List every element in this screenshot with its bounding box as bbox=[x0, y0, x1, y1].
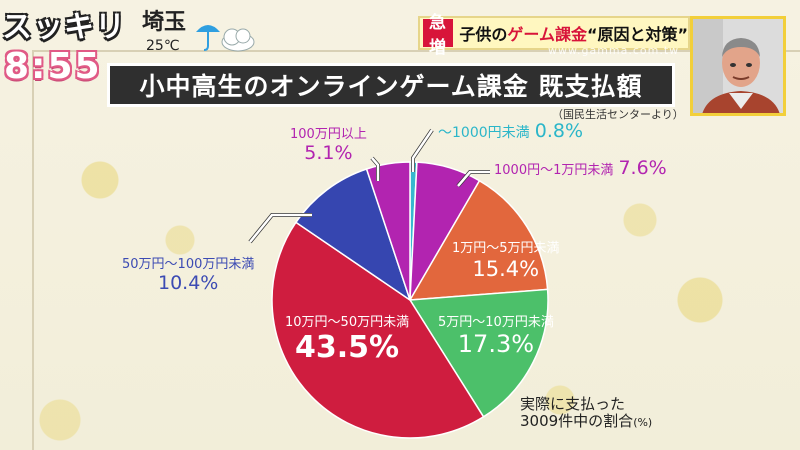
weather-location: 埼玉 bbox=[142, 10, 187, 35]
label-10man-50man-value: 43.5% bbox=[295, 329, 400, 365]
show-logo: スッキリ bbox=[2, 10, 126, 45]
chart-source: （国民生活センターより） bbox=[552, 108, 684, 121]
pie-slice-3 bbox=[408, 288, 549, 418]
label-10man-50man: 10万円～50万円未満 43.5% bbox=[285, 315, 410, 365]
chart-note: 実際に支払った 3009件中の割合(%) bbox=[520, 395, 652, 431]
headline-part-1: 子供の bbox=[459, 25, 508, 44]
label-1000-10000-range: 1000円～1万円未満 bbox=[494, 163, 614, 178]
leader-line-lt1000 bbox=[411, 129, 434, 172]
watermark: www.gamma.com.tw bbox=[548, 44, 680, 57]
label-1000-10000-value: 7.6% bbox=[618, 157, 667, 179]
pie-slice-2 bbox=[408, 179, 549, 301]
label-lt1000-range: ～1000円未満 bbox=[438, 125, 530, 141]
weather-temperature: 25℃ bbox=[146, 38, 180, 54]
label-5man-10man-range: 5万円～10万円未満 bbox=[438, 315, 554, 330]
label-10man-50man-range: 10万円～50万円未満 bbox=[285, 315, 410, 330]
label-1man-5man: 1万円～5万円未満 15.4% bbox=[452, 241, 560, 281]
headline-part-2: ゲーム課金 bbox=[507, 25, 587, 44]
leader-line-50man bbox=[249, 213, 312, 243]
label-50man-100man: 50万円～100万円未満 10.4% bbox=[122, 257, 255, 295]
label-lt1000-value: 0.8% bbox=[534, 120, 584, 142]
presenter-video bbox=[690, 16, 786, 116]
label-5man-10man: 5万円～10万円未満 17.3% bbox=[438, 315, 554, 359]
pie-slice-6 bbox=[365, 161, 411, 301]
pie-slice-5 bbox=[294, 168, 412, 302]
label-100man-over-range: 100万円以上 bbox=[290, 127, 367, 142]
label-5man-10man-value: 17.3% bbox=[457, 329, 535, 358]
pie-slices bbox=[271, 161, 549, 439]
label-lt1000: ～1000円未満 0.8% bbox=[438, 120, 584, 143]
board-frame bbox=[32, 50, 800, 450]
umbrella-cloud-icon bbox=[196, 25, 255, 52]
label-1man-5man-range: 1万円～5万円未満 bbox=[452, 241, 560, 256]
chart-title-bar: 小中高生のオンラインゲーム課金 既支払額 bbox=[110, 66, 672, 104]
chart-title: 小中高生のオンラインゲーム課金 既支払額 bbox=[139, 72, 643, 101]
leader-line-100man bbox=[371, 157, 380, 181]
label-100man-over-value: 5.1% bbox=[304, 141, 353, 164]
headline-text: 子供のゲーム課金“原因と対策” bbox=[459, 21, 688, 45]
presenter-portrait bbox=[693, 19, 783, 113]
pie-slice-4 bbox=[271, 221, 485, 439]
headline-part-3: “原因と対策” bbox=[586, 25, 688, 44]
chart-note-line2: 3009件中の割合(%) bbox=[520, 413, 652, 430]
label-50man-100man-range: 50万円～100万円未満 bbox=[122, 257, 255, 272]
label-1man-5man-value: 15.4% bbox=[472, 256, 540, 281]
label-50man-100man-value: 10.4% bbox=[158, 271, 219, 294]
leader-line-1000 bbox=[457, 170, 490, 187]
headline-banner: 急増 子供のゲーム課金“原因と対策” bbox=[418, 13, 690, 58]
label-1000-10000: 1000円～1万円未満 7.6% bbox=[494, 157, 667, 180]
chart-note-unit: (%) bbox=[633, 416, 653, 430]
label-100man-over: 100万円以上 5.1% bbox=[290, 127, 367, 165]
chart-note-line1: 実際に支払った bbox=[520, 395, 626, 413]
leader-lines bbox=[248, 128, 490, 244]
chart-note-count: 3009件中の割合 bbox=[520, 412, 634, 431]
clock: 8:55 bbox=[4, 46, 102, 87]
